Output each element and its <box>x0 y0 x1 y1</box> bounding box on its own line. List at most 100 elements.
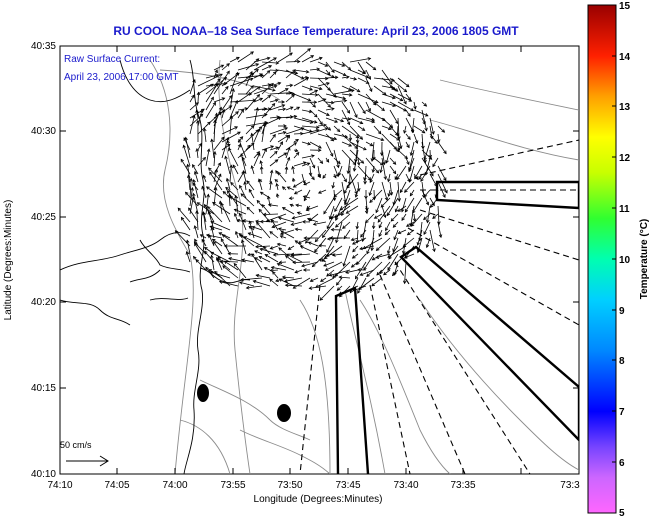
current-vector-head <box>326 225 330 230</box>
current-vector-head <box>254 250 258 254</box>
current-vector-head <box>370 158 375 162</box>
current-vector-head <box>403 255 408 259</box>
current-vector <box>380 165 383 173</box>
current-vector <box>293 48 311 63</box>
current-vector-head <box>243 181 247 185</box>
current-vector-head <box>317 174 321 178</box>
current-vector-head <box>338 291 343 295</box>
current-vector <box>363 237 383 250</box>
current-vector-head <box>286 156 291 161</box>
current-vector <box>392 237 399 252</box>
current-vector-head <box>255 58 260 62</box>
current-vector-head <box>301 263 305 268</box>
current-vector <box>210 252 231 263</box>
current-vector <box>187 164 191 183</box>
current-vector-head <box>228 257 232 261</box>
current-vector-head <box>354 275 359 280</box>
current-vector <box>280 235 287 239</box>
current-vector <box>301 173 305 184</box>
current-vector-head <box>221 97 226 101</box>
current-vector <box>349 133 351 141</box>
current-vector-head <box>349 289 354 294</box>
current-vector-head <box>371 282 375 287</box>
current-vector <box>324 245 343 259</box>
x-tick-label: 73:35 <box>450 480 475 491</box>
current-vector-head <box>347 66 352 71</box>
current-vector <box>246 285 263 289</box>
current-vector-head <box>385 227 389 232</box>
current-vector <box>253 151 260 159</box>
colorbar-tick-label: 12 <box>619 153 631 164</box>
current-vector <box>277 88 289 95</box>
current-vector <box>309 285 327 289</box>
current-vector <box>385 229 391 235</box>
current-vector <box>253 85 277 95</box>
current-vector-head <box>289 83 294 88</box>
current-vector <box>405 173 411 182</box>
current-vector <box>263 213 279 215</box>
current-vector-head <box>305 75 309 80</box>
current-vector <box>407 229 415 236</box>
current-vector-head <box>294 227 299 232</box>
current-vector <box>387 173 391 182</box>
current-vector <box>221 137 229 159</box>
current-vector-head <box>405 83 410 88</box>
current-vector <box>212 238 223 247</box>
current-vector <box>261 83 274 95</box>
current-vector-head <box>408 168 412 173</box>
current-vector <box>255 245 271 248</box>
current-vector <box>333 69 347 76</box>
current-vector-head <box>362 70 366 75</box>
current-vector <box>421 189 429 205</box>
current-vector <box>295 204 303 207</box>
current-vector-head <box>444 189 448 194</box>
current-vector <box>277 52 293 63</box>
current-vector <box>389 141 399 152</box>
current-vector <box>285 106 294 111</box>
current-vector-head <box>352 248 356 253</box>
current-vector <box>360 269 375 276</box>
current-vector <box>229 196 247 207</box>
current-vector-head <box>311 176 315 181</box>
current-vector <box>380 197 391 208</box>
current-vector-head <box>356 88 361 93</box>
current-vector <box>317 157 323 164</box>
current-vector <box>401 197 407 212</box>
current-vector-head <box>193 225 198 229</box>
current-vector <box>197 92 199 103</box>
current-vector <box>323 197 335 215</box>
x-tick-label: 73:40 <box>393 480 418 491</box>
current-vector-head <box>323 123 327 128</box>
current-vector <box>333 157 341 164</box>
current-vector-head <box>350 237 355 242</box>
current-vector-head <box>281 104 286 108</box>
contour-lines <box>149 59 579 474</box>
current-vector-head <box>327 104 332 108</box>
current-vector <box>333 89 354 95</box>
current-vector-head <box>235 111 239 115</box>
current-vector <box>285 93 295 95</box>
current-vector <box>322 221 335 238</box>
current-vector-head <box>263 267 268 271</box>
current-vector <box>365 157 379 174</box>
current-vector-head <box>422 121 426 126</box>
current-vector-head <box>302 180 306 184</box>
current-vector <box>360 229 367 238</box>
current-vector <box>404 261 407 284</box>
current-vector-head <box>371 225 376 230</box>
current-vector <box>239 281 255 287</box>
current-vector <box>269 147 279 151</box>
current-vector-head <box>267 94 272 99</box>
current-vector-head <box>322 234 326 239</box>
current-vector-head <box>319 297 324 301</box>
current-vector <box>344 181 351 194</box>
current-vector-head <box>208 167 212 172</box>
current-vector-head <box>334 75 339 80</box>
current-vector <box>309 157 315 169</box>
current-vector-head <box>432 163 436 168</box>
current-vector <box>379 261 391 274</box>
current-vector-head <box>234 230 239 235</box>
y-tick-label: 40:25 <box>31 212 56 223</box>
current-vector <box>220 203 231 223</box>
